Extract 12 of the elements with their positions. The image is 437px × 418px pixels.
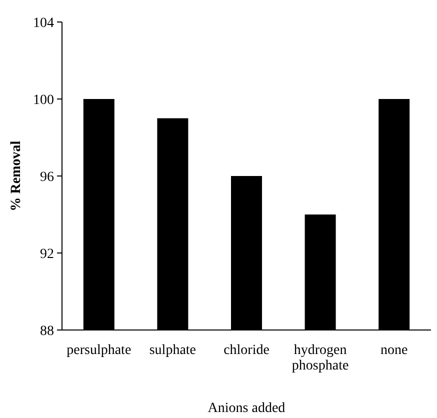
x-tick-label: none bbox=[380, 343, 408, 358]
y-tick-label: 92 bbox=[40, 246, 54, 262]
x-tick-label: hydrogen phosphate bbox=[292, 343, 349, 374]
x-axis-title: Anions added bbox=[208, 401, 286, 416]
y-tick-label: 100 bbox=[33, 92, 54, 108]
y-tick-label: 96 bbox=[40, 170, 54, 185]
y-tick-label: 104 bbox=[33, 16, 54, 31]
y-tick-label: 88 bbox=[40, 324, 54, 339]
x-tick-label: persulphate bbox=[66, 343, 132, 358]
y-axis-title: % Removal bbox=[9, 140, 24, 212]
x-tick-label: chloride bbox=[224, 343, 270, 358]
x-tick-label: sulphate bbox=[149, 343, 196, 358]
